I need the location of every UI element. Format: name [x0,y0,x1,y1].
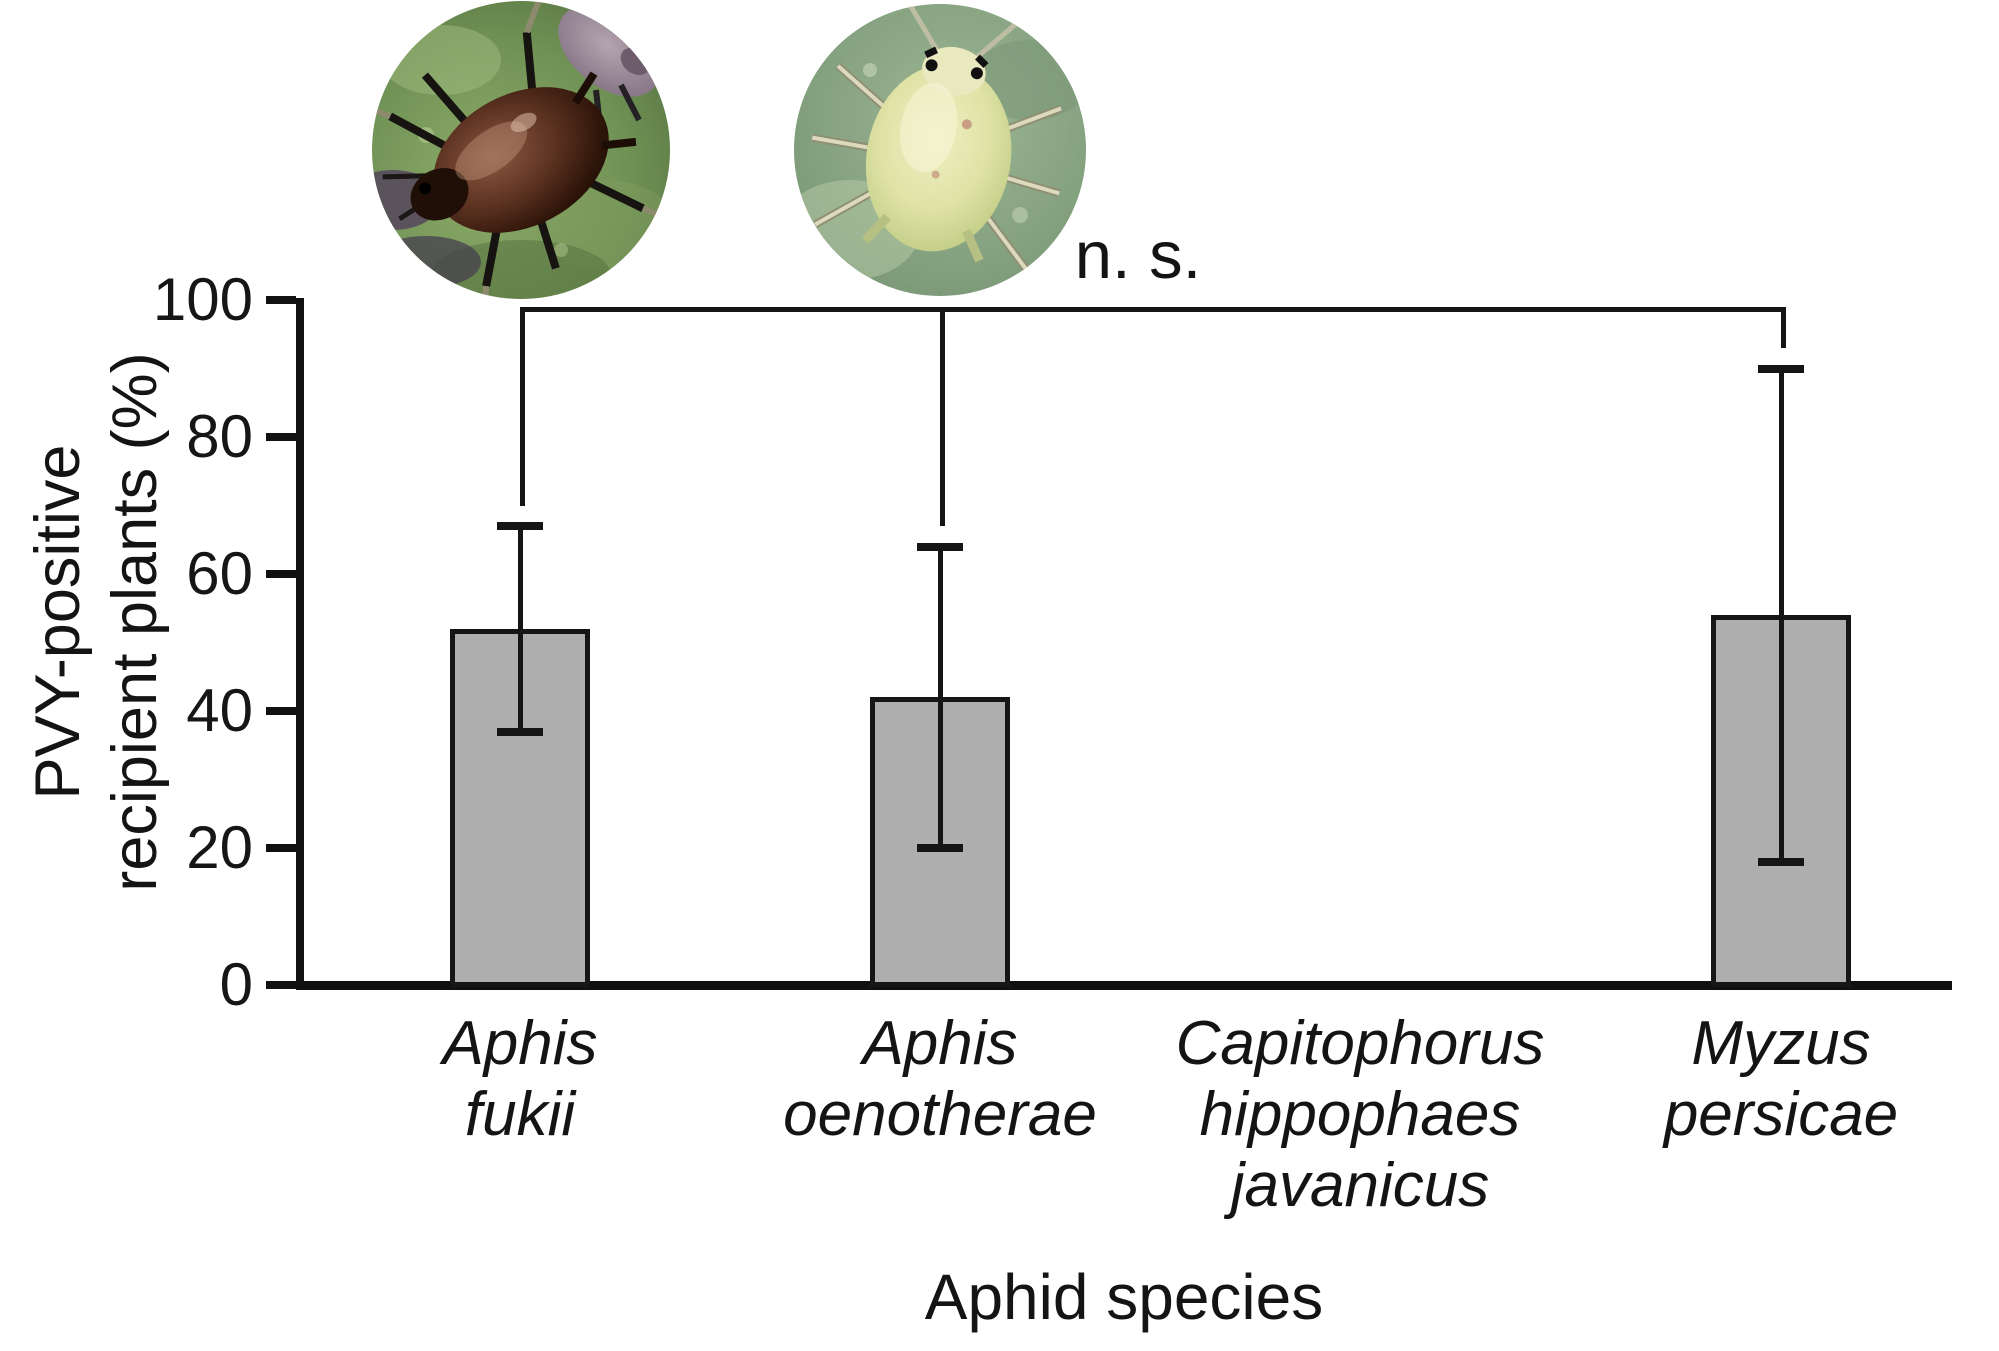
x-axis-title: Aphid species [924,1261,1324,1333]
error-bar-bottom-cap [1758,858,1804,866]
category-label-line: hippophaes [1199,1080,1521,1149]
y-axis-tick-label: 40 [186,677,253,744]
y-axis-tick [266,570,296,578]
error-bar-line [518,526,523,732]
y-axis-tick [266,981,296,989]
category-label-line: Capitophorus [1175,1009,1545,1078]
y-axis-line [296,298,304,990]
ns-annotation-label: n. s. [1074,218,1202,293]
error-bar-bottom-cap [917,844,963,852]
significance-bracket-drop [520,307,525,506]
significance-bracket-line [520,307,1786,312]
significance-bracket-drop [1781,307,1786,348]
y-axis-tick [266,433,296,441]
aphis-fukii-photo [372,1,670,299]
error-bar-top-cap [917,543,963,551]
y-axis-tick-label: 20 [186,814,253,881]
category-label-line: Aphis [442,1009,598,1078]
aphis-oenotherae-photo [794,4,1086,296]
x-axis-line [296,981,1952,990]
category-label: Aphis oenotherae [783,1008,1097,1150]
aphid-body-group [811,4,1063,272]
y-axis-tick-label: 60 [186,540,253,607]
category-label: Capitophorus hippophaes javanicus [1176,1008,1545,1221]
error-bar-line [1779,369,1784,862]
category-label-line: Myzus [1691,1009,1871,1078]
y-axis-tick-label: 100 [152,266,253,333]
category-label-line: Aphis [862,1009,1018,1078]
category-label-line: persicae [1663,1080,1899,1149]
error-bar-top-cap [1758,365,1804,373]
category-label: Myzus persicae [1664,1008,1898,1150]
y-axis-tick-label: 80 [186,403,253,470]
error-bar-bottom-cap [497,728,543,736]
y-axis-tick [266,296,296,304]
category-label: Aphis fukii [442,1008,597,1150]
category-label-line: oenotherae [783,1080,1097,1149]
error-bar-line [938,547,943,848]
category-label-line: fukii [464,1080,576,1149]
y-axis-tick-label: 0 [219,951,253,1018]
error-bar-top-cap [497,522,543,530]
significance-bracket-drop [940,307,945,526]
category-label-line: javanicus [1230,1151,1490,1220]
y-axis-tick [266,844,296,852]
y-axis-tick [266,707,296,715]
